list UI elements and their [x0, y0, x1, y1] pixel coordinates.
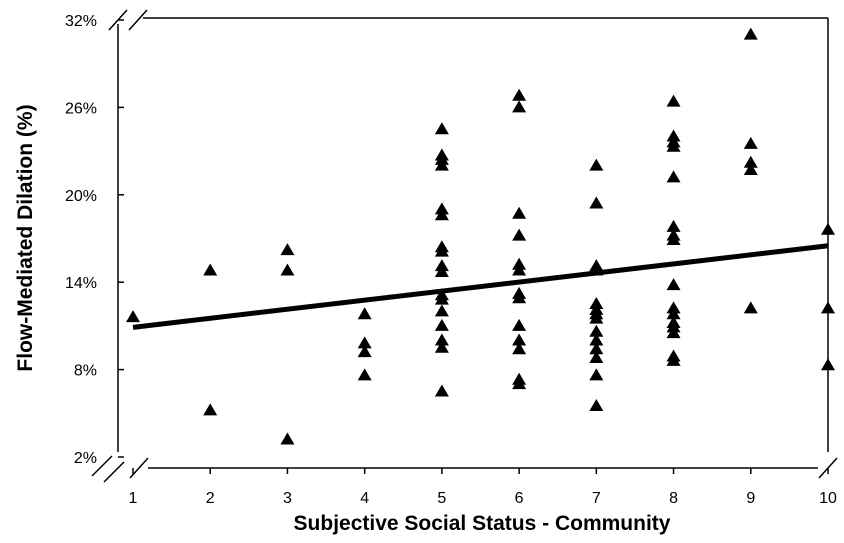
data-point — [821, 222, 835, 235]
data-point — [434, 318, 449, 331]
data-point — [512, 206, 527, 219]
data-point — [666, 307, 681, 320]
data-point — [280, 432, 295, 445]
data-point — [357, 345, 372, 358]
data-point — [434, 304, 449, 317]
data-point — [666, 278, 681, 291]
data-point — [589, 342, 604, 355]
data-point — [203, 403, 218, 416]
data-point — [512, 377, 527, 390]
data-point — [666, 170, 681, 183]
trendline-group — [132, 243, 829, 330]
data-point — [280, 263, 295, 276]
data-point — [589, 311, 604, 324]
data-point — [666, 326, 681, 339]
trendline — [132, 243, 829, 330]
data-point — [666, 94, 681, 107]
x-axis-title: Subjective Social Status - Community — [294, 512, 671, 535]
x-tick-label: 10 — [819, 490, 837, 507]
data-point — [743, 163, 758, 176]
y-axis-title: Flow-Mediated Dilation (%) — [14, 104, 37, 371]
data-point — [434, 384, 449, 397]
data-point — [821, 358, 835, 371]
x-tick-label: 7 — [592, 490, 601, 507]
data-point — [280, 243, 295, 256]
x-axis-break-mark — [129, 457, 149, 479]
data-point — [666, 353, 681, 366]
data-point — [434, 340, 449, 353]
data-point — [512, 100, 527, 113]
top-break-mark — [108, 9, 148, 31]
plot-frame — [91, 9, 838, 483]
x-tick-label: 8 — [669, 490, 678, 507]
data-point — [743, 301, 758, 314]
y-axis-break-mark — [91, 455, 125, 483]
y-tick-label: 32% — [65, 13, 97, 30]
data-point — [434, 158, 449, 171]
data-point — [743, 27, 758, 40]
data-point — [589, 368, 604, 381]
data-point — [589, 196, 604, 209]
x-axis-ticks: 1 2 3 4 5 6 7 8 9 10 — [129, 468, 837, 507]
data-point — [666, 219, 681, 232]
data-point — [589, 324, 604, 337]
x-tick-label: 4 — [360, 490, 369, 507]
data-point — [666, 139, 681, 152]
x-tick-label: 9 — [746, 490, 755, 507]
x-tick-label: 2 — [206, 490, 215, 507]
data-point — [512, 333, 527, 346]
data-point — [434, 265, 449, 278]
y-tick-label: 14% — [65, 275, 97, 292]
data-point — [589, 399, 604, 412]
y-tick-label: 8% — [74, 363, 97, 380]
data-point — [357, 307, 372, 320]
data-point — [126, 310, 140, 323]
data-point — [743, 155, 758, 168]
data-point — [666, 232, 681, 245]
data-point — [434, 244, 449, 257]
data-point — [589, 333, 604, 346]
y-tick-label: 26% — [65, 100, 97, 117]
data-point — [512, 318, 527, 331]
data-point — [203, 263, 218, 276]
x-tick-label: 6 — [515, 490, 524, 507]
y-tick-label: 2% — [74, 450, 97, 467]
data-point — [512, 228, 527, 241]
x-tick-label: 5 — [437, 490, 446, 507]
data-point — [821, 301, 835, 314]
data-point — [512, 263, 527, 276]
data-point — [589, 350, 604, 363]
data-point — [357, 336, 372, 349]
x-tick-label: 1 — [129, 490, 138, 507]
data-point — [512, 291, 527, 304]
data-point — [434, 122, 449, 135]
y-axis-ticks: 2% 8% 14% 20% 26% 32% — [65, 13, 124, 467]
data-points — [126, 27, 835, 445]
data-point — [434, 333, 449, 346]
data-point — [589, 158, 604, 171]
x-tick-label: 3 — [283, 490, 292, 507]
data-point — [512, 88, 527, 101]
data-point — [512, 342, 527, 355]
data-point — [357, 368, 372, 381]
data-point — [434, 208, 449, 221]
data-point — [743, 136, 758, 149]
y-tick-label: 20% — [65, 188, 97, 205]
data-point — [434, 292, 449, 305]
